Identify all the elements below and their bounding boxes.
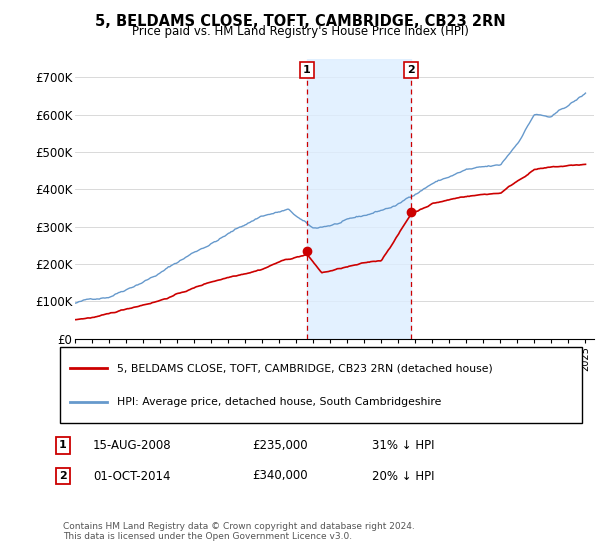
Text: 2: 2	[407, 65, 415, 75]
Text: 5, BELDAMS CLOSE, TOFT, CAMBRIDGE, CB23 2RN (detached house): 5, BELDAMS CLOSE, TOFT, CAMBRIDGE, CB23 …	[118, 363, 493, 374]
Text: 20% ↓ HPI: 20% ↓ HPI	[372, 469, 434, 483]
Text: £235,000: £235,000	[252, 438, 308, 452]
Text: £340,000: £340,000	[252, 469, 308, 483]
Text: Contains HM Land Registry data © Crown copyright and database right 2024.
This d: Contains HM Land Registry data © Crown c…	[63, 522, 415, 542]
Text: 1: 1	[303, 65, 311, 75]
Text: 01-OCT-2014: 01-OCT-2014	[93, 469, 170, 483]
Text: 15-AUG-2008: 15-AUG-2008	[93, 438, 172, 452]
Text: 5, BELDAMS CLOSE, TOFT, CAMBRIDGE, CB23 2RN: 5, BELDAMS CLOSE, TOFT, CAMBRIDGE, CB23 …	[95, 14, 505, 29]
FancyBboxPatch shape	[60, 347, 582, 423]
Text: 31% ↓ HPI: 31% ↓ HPI	[372, 438, 434, 452]
Text: HPI: Average price, detached house, South Cambridgeshire: HPI: Average price, detached house, Sout…	[118, 396, 442, 407]
Text: 2: 2	[59, 471, 67, 481]
Text: 1: 1	[59, 440, 67, 450]
Bar	[307, 59, 411, 339]
Text: Price paid vs. HM Land Registry's House Price Index (HPI): Price paid vs. HM Land Registry's House …	[131, 25, 469, 38]
